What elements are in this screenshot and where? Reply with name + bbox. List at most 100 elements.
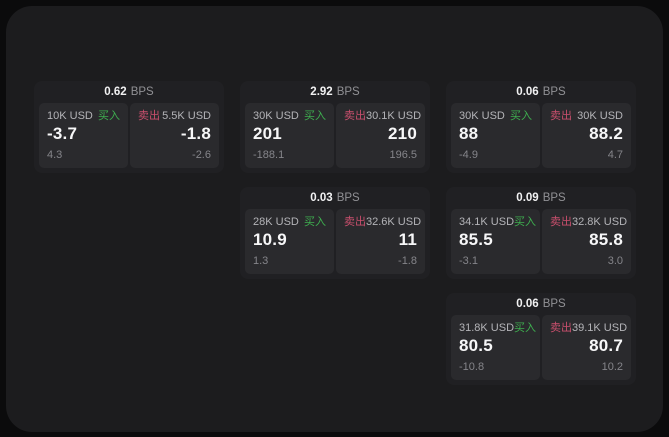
sell-side-label: 卖出	[550, 216, 572, 228]
quote-card: 0.03 BPS 28K USD 买入 10.9 1.3 卖出 32.6K US…	[240, 187, 430, 279]
sell-notional: 39.1K USD	[572, 322, 628, 334]
bps-suffix-label: BPS	[542, 86, 566, 98]
bps-value: 0.09	[516, 192, 539, 204]
buy-side-label: 买入	[304, 216, 326, 228]
bps-suffix-label: BPS	[130, 86, 154, 98]
quote-cells: 30K USD 买入 88 -4.9 卖出 30K USD 88.2 4.7	[451, 103, 631, 168]
sell-side-label: 卖出	[138, 110, 160, 122]
bps-suffix-label: BPS	[542, 298, 566, 310]
card-column: 0.62 BPS 10K USD 买入 -3.7 4.3 卖出 5.5K USD…	[34, 81, 224, 173]
sell-change: 196.5	[389, 149, 417, 161]
sell-change: -1.8	[398, 255, 417, 267]
buy-cell-header: 31.8K USD 买入	[459, 322, 536, 334]
buy-cell[interactable]: 10K USD 买入 -3.7 4.3	[39, 103, 128, 168]
buy-cell[interactable]: 30K USD 买入 88 -4.9	[451, 103, 540, 168]
buy-notional: 28K USD	[253, 216, 299, 228]
buy-cell[interactable]: 31.8K USD 买入 80.5 -10.8	[451, 315, 540, 380]
sell-price: 88.2	[589, 124, 623, 143]
buy-side-label: 买入	[304, 110, 326, 122]
buy-cell[interactable]: 34.1K USD 买入 85.5 -3.1	[451, 209, 540, 274]
sell-side-label: 卖出	[344, 110, 366, 122]
buy-cell-header: 28K USD 买入	[253, 216, 326, 228]
quote-card: 0.09 BPS 34.1K USD 买入 85.5 -3.1 卖出 32.8K…	[446, 187, 636, 279]
sell-cell[interactable]: 卖出 32.8K USD 85.8 3.0	[542, 209, 631, 274]
buy-cell[interactable]: 30K USD 买入 201 -188.1	[245, 103, 334, 168]
sell-price: 80.7	[589, 336, 623, 355]
sell-notional: 5.5K USD	[162, 110, 211, 122]
sell-cell[interactable]: 卖出 39.1K USD 80.7 10.2	[542, 315, 631, 380]
sell-cell-header: 卖出 32.8K USD	[550, 216, 627, 228]
buy-price: 10.9	[253, 230, 287, 249]
buy-notional: 34.1K USD	[459, 216, 515, 228]
buy-notional: 30K USD	[459, 110, 505, 122]
bps-value: 0.06	[516, 298, 539, 310]
buy-cell[interactable]: 28K USD 买入 10.9 1.3	[245, 209, 334, 274]
sell-price: 210	[388, 124, 417, 143]
card-column: 0.06 BPS 30K USD 买入 88 -4.9 卖出 30K USD 8…	[446, 81, 636, 385]
quote-cells: 10K USD 买入 -3.7 4.3 卖出 5.5K USD -1.8 -2.…	[39, 103, 219, 168]
sell-notional: 30K USD	[577, 110, 623, 122]
quote-card: 0.06 BPS 31.8K USD 买入 80.5 -10.8 卖出 39.1…	[446, 293, 636, 385]
buy-cell-header: 30K USD 买入	[459, 110, 532, 122]
buy-price: 80.5	[459, 336, 493, 355]
buy-change: 1.3	[253, 255, 269, 267]
buy-side-label: 买入	[514, 322, 537, 334]
bps-suffix-label: BPS	[336, 86, 360, 98]
bps-suffix-label: BPS	[542, 192, 566, 204]
sell-cell[interactable]: 卖出 30.1K USD 210 196.5	[336, 103, 425, 168]
sell-cell-header: 卖出 32.6K USD	[344, 216, 421, 228]
sell-cell[interactable]: 卖出 32.6K USD 11 -1.8	[336, 209, 425, 274]
buy-change: -10.8	[459, 361, 485, 373]
buy-price: 85.5	[459, 230, 493, 249]
main-panel: 0.62 BPS 10K USD 买入 -3.7 4.3 卖出 5.5K USD…	[6, 6, 663, 432]
card-title: 0.06 BPS	[451, 81, 631, 103]
sell-change: -2.6	[192, 149, 211, 161]
buy-cell-header: 30K USD 买入	[253, 110, 326, 122]
quote-cells: 31.8K USD 买入 80.5 -10.8 卖出 39.1K USD 80.…	[451, 315, 631, 380]
buy-side-label: 买入	[514, 216, 537, 228]
quote-card: 2.92 BPS 30K USD 买入 201 -188.1 卖出 30.1K …	[240, 81, 430, 173]
card-title: 2.92 BPS	[245, 81, 425, 103]
sell-price: 85.8	[589, 230, 623, 249]
bps-value: 0.62	[104, 86, 127, 98]
buy-price: 88	[459, 124, 479, 143]
bps-value: 0.06	[516, 86, 539, 98]
cards-grid: 0.62 BPS 10K USD 买入 -3.7 4.3 卖出 5.5K USD…	[34, 81, 636, 385]
buy-change: -3.1	[459, 255, 478, 267]
sell-cell[interactable]: 卖出 5.5K USD -1.8 -2.6	[130, 103, 219, 168]
sell-cell[interactable]: 卖出 30K USD 88.2 4.7	[542, 103, 631, 168]
sell-notional: 30.1K USD	[366, 110, 422, 122]
buy-cell-header: 10K USD 买入	[47, 110, 120, 122]
buy-change: -4.9	[459, 149, 478, 161]
sell-side-label: 卖出	[550, 110, 572, 122]
card-column: 2.92 BPS 30K USD 买入 201 -188.1 卖出 30.1K …	[240, 81, 430, 279]
buy-change: 4.3	[47, 149, 63, 161]
sell-price: -1.8	[180, 124, 211, 143]
buy-side-label: 买入	[98, 110, 120, 122]
quote-cells: 28K USD 买入 10.9 1.3 卖出 32.6K USD 11 -1.8	[245, 209, 425, 274]
sell-side-label: 卖出	[344, 216, 366, 228]
buy-notional: 31.8K USD	[459, 322, 515, 334]
card-title: 0.09 BPS	[451, 187, 631, 209]
sell-side-label: 卖出	[550, 322, 572, 334]
sell-price: 11	[398, 230, 417, 249]
bps-value: 2.92	[310, 86, 333, 98]
card-title: 0.03 BPS	[245, 187, 425, 209]
bps-suffix-label: BPS	[336, 192, 360, 204]
quote-card: 0.06 BPS 30K USD 买入 88 -4.9 卖出 30K USD 8…	[446, 81, 636, 173]
quote-cells: 30K USD 买入 201 -188.1 卖出 30.1K USD 210 1…	[245, 103, 425, 168]
buy-cell-header: 34.1K USD 买入	[459, 216, 536, 228]
sell-notional: 32.8K USD	[572, 216, 628, 228]
sell-cell-header: 卖出 39.1K USD	[550, 322, 627, 334]
sell-change: 3.0	[607, 255, 623, 267]
buy-side-label: 买入	[510, 110, 532, 122]
sell-cell-header: 卖出 5.5K USD	[138, 110, 211, 122]
quote-card: 0.62 BPS 10K USD 买入 -3.7 4.3 卖出 5.5K USD…	[34, 81, 224, 173]
sell-change: 10.2	[601, 361, 623, 373]
buy-price: 201	[253, 124, 282, 143]
bps-value: 0.03	[310, 192, 333, 204]
sell-change: 4.7	[607, 149, 623, 161]
buy-change: -188.1	[253, 149, 285, 161]
sell-notional: 32.6K USD	[366, 216, 422, 228]
card-title: 0.06 BPS	[451, 293, 631, 315]
